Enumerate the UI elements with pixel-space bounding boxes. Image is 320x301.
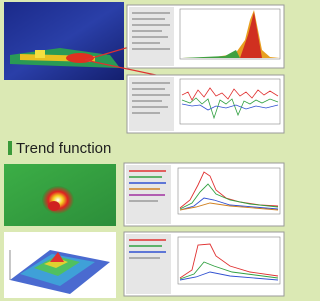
trend-chart-panel (124, 163, 284, 226)
surface-plot-image (4, 232, 116, 298)
brochure-panel: Trend function (0, 0, 287, 301)
histogram-panel (127, 5, 284, 68)
heading-marker (8, 141, 12, 155)
page: Trend function (0, 0, 287, 301)
trend-chart-panel (124, 232, 284, 296)
thermal-image-lower (4, 164, 116, 226)
line-chart-panel (127, 75, 284, 133)
section-heading: Trend function (16, 140, 111, 157)
